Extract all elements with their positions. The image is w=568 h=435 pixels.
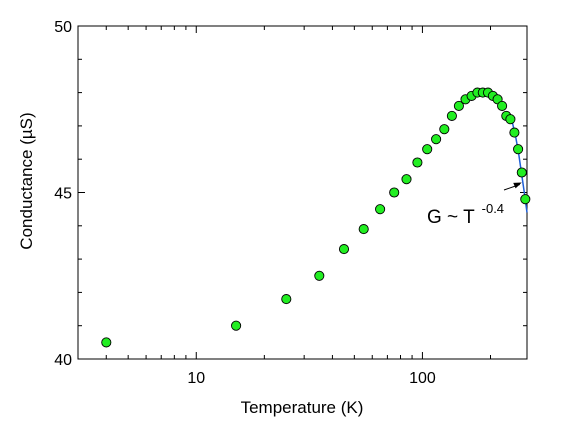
- data-point: [338, 244, 350, 255]
- y-tick-label: 40: [54, 352, 72, 369]
- y-axis-label: Conductance (µS): [17, 112, 36, 249]
- data-point: [281, 294, 292, 305]
- data-point: [439, 124, 450, 135]
- data-point: [358, 224, 369, 235]
- data-point: [101, 337, 112, 348]
- x-tick-label: 10: [187, 370, 205, 387]
- data-point: [422, 144, 433, 155]
- annotation-exponent: -0.4: [482, 201, 504, 216]
- y-tick-label: 50: [54, 19, 72, 36]
- data-point: [431, 134, 442, 145]
- data-point: [375, 204, 386, 215]
- data-point: [509, 127, 520, 138]
- annotation-arrowhead: [513, 182, 522, 189]
- y-tick-label: 45: [54, 186, 72, 203]
- x-tick-label: 100: [409, 370, 436, 387]
- data-point: [389, 187, 400, 198]
- annotation-label: G ~ T -0.4: [427, 201, 504, 228]
- annotation-formula: G ~ T: [427, 207, 475, 228]
- data-point: [516, 167, 527, 178]
- data-point: [453, 100, 464, 111]
- x-axis-label: Temperature (K): [241, 398, 364, 417]
- data-point: [231, 320, 242, 331]
- data-point: [505, 114, 516, 125]
- data-point: [401, 174, 412, 185]
- data-point: [513, 144, 524, 155]
- data-point: [412, 157, 423, 168]
- plot-frame: [77, 25, 528, 360]
- data-point: [520, 194, 531, 205]
- data-point: [314, 270, 325, 281]
- data-point: [497, 100, 508, 111]
- data-point: [446, 110, 457, 121]
